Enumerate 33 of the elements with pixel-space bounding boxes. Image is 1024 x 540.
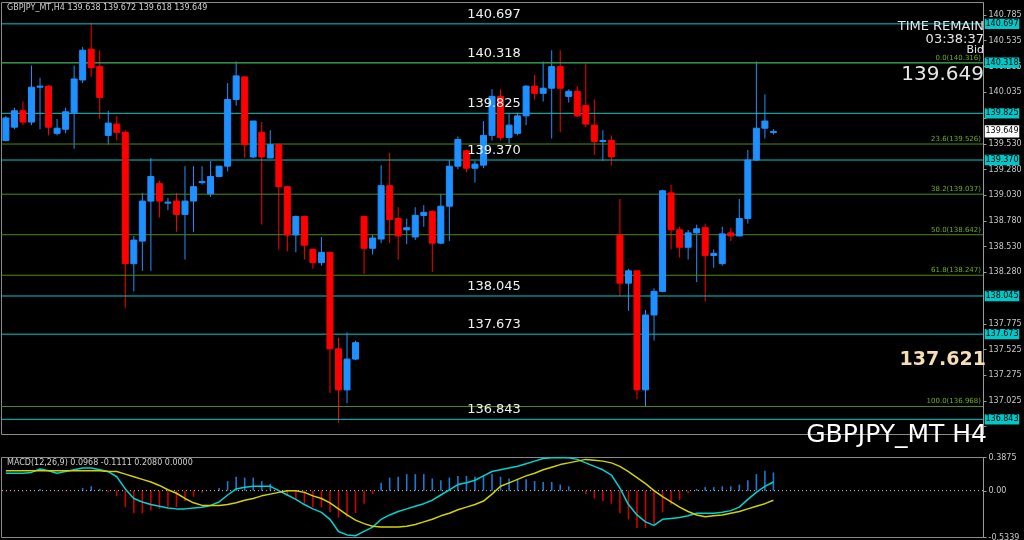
annotation: Bid	[966, 43, 984, 56]
ref-line-label: 137.673	[985, 329, 1019, 339]
annotation: 137.673	[467, 316, 521, 332]
annotation: 03:38:37	[925, 31, 984, 46]
y-tick-label: 140.535	[988, 35, 1022, 45]
ref-line-label: 139.370	[985, 155, 1019, 165]
chart-title: GBPJPY_MT,H4 139.638 139.672 139.618 139.649	[7, 3, 208, 12]
y-tick-label: 138.280	[988, 267, 1022, 277]
y-tick-label: 137.275	[988, 370, 1022, 380]
y-tick-label: 0.3875	[988, 452, 1017, 462]
y-tick-label: 139.280	[988, 164, 1022, 174]
annotation: 138.045	[467, 277, 521, 293]
annotation: 139.649	[901, 61, 984, 85]
y-tick-label: 0.00	[988, 486, 1007, 496]
annotation: GBPJPY_MT H4	[806, 419, 987, 448]
annotation: 139.649	[985, 126, 1019, 136]
y-tick-label: 140.035	[988, 87, 1022, 97]
ref-line-label: 138.045	[985, 290, 1019, 300]
y-tick-label: 140.785	[988, 10, 1022, 20]
annotation: 140.697	[467, 5, 521, 21]
y-tick-label: 138.780	[988, 216, 1022, 226]
ref-line-label: 140.697	[985, 18, 1019, 28]
y-tick-label: 138.530	[988, 241, 1022, 251]
y-tick-label: 137.525	[988, 344, 1022, 354]
chart-title: MACD(12,26,9) 0.0968 -0.1111 0.2080 0.0000	[7, 458, 193, 467]
annotation: 140.318	[467, 44, 521, 60]
ref-line-label: 136.843	[985, 414, 1019, 424]
y-tick-label: -0.5339	[988, 532, 1020, 540]
y-tick-label: 139.030	[988, 190, 1022, 200]
ref-line-label: 139.825	[985, 108, 1019, 118]
y-tick-label: 137.775	[988, 319, 1022, 329]
y-tick-label: 139.530	[988, 139, 1022, 149]
y-tick-label: 137.025	[988, 396, 1022, 406]
